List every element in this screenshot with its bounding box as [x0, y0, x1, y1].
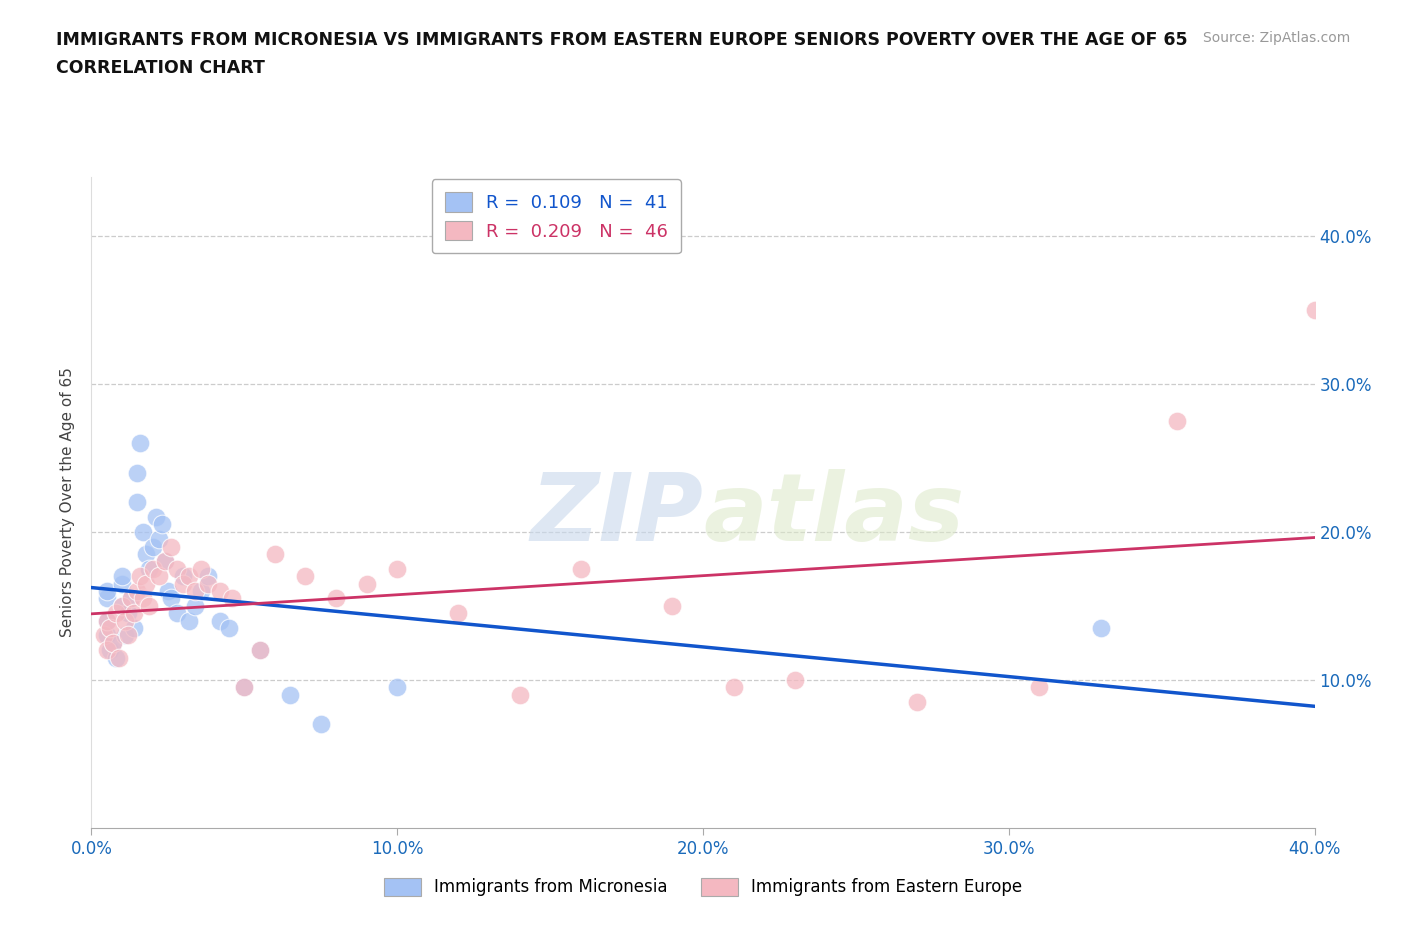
Y-axis label: Seniors Poverty Over the Age of 65: Seniors Poverty Over the Age of 65 — [60, 367, 76, 637]
Point — [156, 583, 179, 598]
Point — [96, 613, 118, 628]
Point — [96, 628, 118, 643]
Point — [111, 598, 134, 613]
Point — [117, 628, 139, 643]
Point — [160, 539, 183, 554]
Text: atlas: atlas — [703, 470, 965, 561]
Point — [132, 525, 155, 539]
Point — [98, 620, 121, 635]
Point — [190, 583, 212, 598]
Point — [129, 569, 152, 584]
Point — [294, 569, 316, 584]
Point — [141, 539, 163, 554]
Point — [179, 569, 201, 584]
Point — [96, 583, 118, 598]
Point — [117, 605, 139, 620]
Legend: R =  0.109   N =  41, R =  0.209   N =  46: R = 0.109 N = 41, R = 0.209 N = 46 — [432, 179, 681, 253]
Point — [197, 577, 219, 591]
Point — [221, 591, 243, 605]
Point — [197, 569, 219, 584]
Point — [96, 591, 118, 605]
Point — [309, 717, 332, 732]
Point — [108, 650, 131, 665]
Legend: Immigrants from Micronesia, Immigrants from Eastern Europe: Immigrants from Micronesia, Immigrants f… — [377, 871, 1029, 903]
Point — [385, 562, 409, 577]
Point — [166, 605, 188, 620]
Point — [208, 613, 231, 628]
Text: ZIP: ZIP — [530, 470, 703, 561]
Point — [148, 532, 170, 547]
Point — [98, 643, 121, 658]
Text: Source: ZipAtlas.com: Source: ZipAtlas.com — [1202, 31, 1350, 45]
Point — [385, 680, 409, 695]
Point — [249, 643, 271, 658]
Text: IMMIGRANTS FROM MICRONESIA VS IMMIGRANTS FROM EASTERN EUROPE SENIORS POVERTY OVE: IMMIGRANTS FROM MICRONESIA VS IMMIGRANTS… — [56, 31, 1188, 48]
Point — [172, 577, 194, 591]
Point — [1090, 620, 1112, 635]
Point — [120, 591, 142, 605]
Point — [723, 680, 745, 695]
Point — [132, 591, 155, 605]
Point — [447, 605, 470, 620]
Point — [122, 605, 145, 620]
Point — [233, 680, 256, 695]
Point — [208, 583, 231, 598]
Point — [129, 435, 152, 450]
Point — [141, 562, 163, 577]
Point — [111, 577, 134, 591]
Point — [153, 554, 176, 569]
Point — [184, 598, 207, 613]
Point — [356, 577, 378, 591]
Point — [104, 650, 127, 665]
Point — [127, 583, 149, 598]
Point — [122, 620, 145, 635]
Point — [93, 628, 115, 643]
Point — [127, 495, 149, 510]
Point — [233, 680, 256, 695]
Point — [96, 613, 118, 628]
Point — [166, 562, 188, 577]
Point — [661, 598, 683, 613]
Point — [184, 583, 207, 598]
Point — [509, 687, 531, 702]
Point — [1028, 680, 1050, 695]
Point — [138, 562, 160, 577]
Point — [138, 598, 160, 613]
Point — [325, 591, 347, 605]
Point — [179, 613, 201, 628]
Point — [569, 562, 592, 577]
Point — [101, 635, 124, 650]
Point — [135, 577, 157, 591]
Point — [905, 695, 928, 710]
Point — [127, 465, 149, 480]
Point — [172, 569, 194, 584]
Point — [145, 510, 167, 525]
Point — [120, 591, 142, 605]
Point — [218, 620, 240, 635]
Point — [264, 547, 287, 562]
Point — [104, 605, 127, 620]
Point — [111, 598, 134, 613]
Point — [114, 628, 136, 643]
Point — [111, 569, 134, 584]
Point — [278, 687, 301, 702]
Point — [190, 562, 212, 577]
Point — [96, 643, 118, 658]
Point — [153, 554, 176, 569]
Point — [783, 672, 806, 687]
Point — [160, 591, 183, 605]
Point — [135, 547, 157, 562]
Point — [1166, 413, 1188, 428]
Point — [148, 569, 170, 584]
Point — [150, 517, 173, 532]
Text: CORRELATION CHART: CORRELATION CHART — [56, 59, 266, 76]
Point — [249, 643, 271, 658]
Point — [1303, 302, 1326, 317]
Point — [101, 635, 124, 650]
Point — [114, 613, 136, 628]
